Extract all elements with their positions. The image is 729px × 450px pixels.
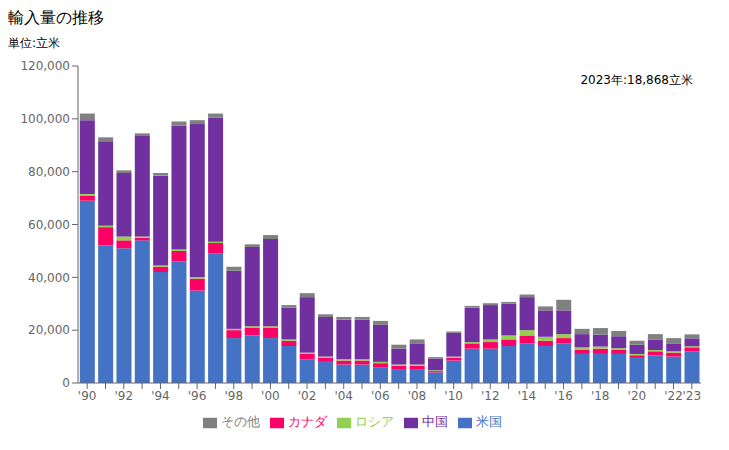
html-text:カナダ: カナダ [287, 414, 327, 429]
svg-text:'12: '12 [481, 389, 500, 403]
svg-text:60,000: 60,000 [28, 218, 70, 232]
svg-text:'98: '98 [224, 389, 243, 403]
svg-text:'04: '04 [334, 389, 353, 403]
svg-text:100,000: 100,000 [20, 112, 70, 126]
svg-text:'10: '10 [444, 389, 463, 403]
html-text:中国: 中国 [421, 414, 448, 429]
html-text:その他: その他 [220, 414, 260, 429]
html-text:2023年:18,868立米: 2023年:18,868立米 [580, 73, 693, 87]
svg-text:'96: '96 [188, 389, 207, 403]
svg-text:'18: '18 [591, 389, 610, 403]
html-text:輸入量の推移: 輸入量の推移 [8, 8, 104, 27]
html-text:米国: 米国 [475, 414, 502, 429]
svg-text:'06: '06 [371, 389, 390, 403]
svg-text:'20: '20 [628, 389, 647, 403]
svg-text:'16: '16 [554, 389, 573, 403]
svg-text:0: 0 [62, 376, 70, 390]
svg-text:80,000: 80,000 [28, 165, 70, 179]
svg-text:40,000: 40,000 [28, 271, 70, 285]
svg-text:'00: '00 [261, 389, 280, 403]
html-text:ロシア: ロシア [354, 414, 394, 429]
html-text:単位:立米: 単位:立米 [8, 36, 60, 50]
svg-text:'08: '08 [408, 389, 427, 403]
svg-text:'22: '22 [664, 389, 683, 403]
svg-text:'02: '02 [298, 389, 317, 403]
svg-text:'23: '23 [683, 389, 702, 403]
svg-text:'94: '94 [151, 389, 170, 403]
svg-text:'90: '90 [78, 389, 97, 403]
svg-text:20,000: 20,000 [28, 323, 70, 337]
svg-text:'92: '92 [115, 389, 134, 403]
svg-text:120,000: 120,000 [20, 59, 70, 73]
svg-text:'14: '14 [518, 389, 537, 403]
